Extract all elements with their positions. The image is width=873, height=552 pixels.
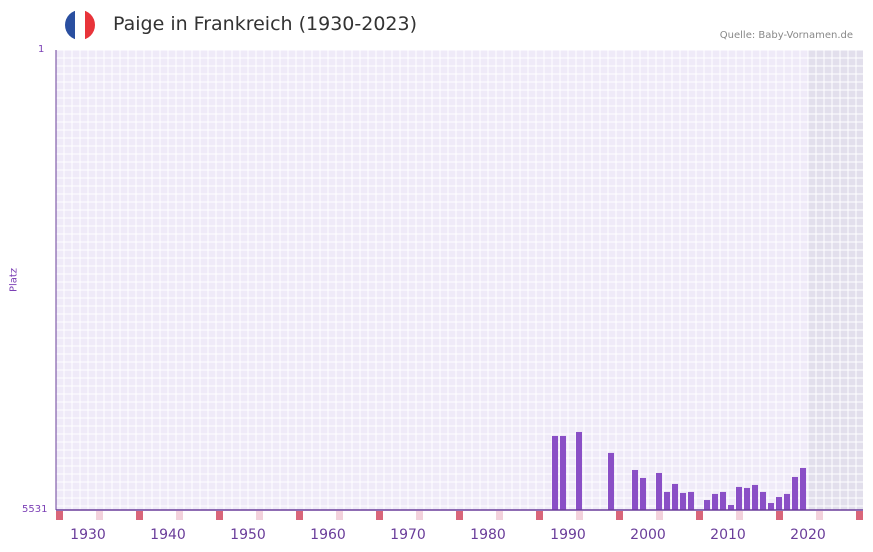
bar-1993 [576,431,582,510]
decade-marker [56,511,63,520]
half-decade-marker [176,511,183,520]
bar-2005 [672,483,678,510]
bar-2003 [656,472,662,510]
x-tick-label: 1930 [70,527,106,543]
bar-2015 [752,484,758,510]
x-tick-label: 2020 [790,527,826,543]
bar-1990 [552,435,558,510]
half-decade-marker [656,511,663,520]
decade-marker [456,511,463,520]
bar-2014 [744,487,750,510]
decade-marker [696,511,703,520]
half-decade-marker [336,511,343,520]
decade-marker [216,511,223,520]
bar-2007 [688,491,694,510]
decade-marker [856,511,863,520]
decade-marker [776,511,783,520]
chart-title: Paige in Frankreich (1930-2023) [113,13,417,35]
bar-2016 [760,491,766,510]
bar-2021 [800,467,806,510]
bar-2006 [680,492,686,510]
flag-blue [65,10,75,40]
decade-marker [616,511,623,520]
half-decade-marker [96,511,103,520]
source-credit: Quelle: Baby-Vornamen.de [719,30,853,41]
france-flag-icon [65,10,95,40]
half-decade-marker [256,511,263,520]
bar-1997 [608,452,614,510]
x-tick-label: 1980 [470,527,506,543]
bar-2012 [728,505,734,510]
bar-2004 [664,491,670,510]
bar-2009 [704,500,710,510]
x-tick-label: 1960 [310,527,346,543]
x-tick-label: 1940 [150,527,186,543]
half-decade-marker [736,511,743,520]
x-tick-label: 1970 [390,527,426,543]
half-decade-marker [416,511,423,520]
plot-background [56,50,863,510]
half-decade-marker [496,511,503,520]
bar-2020 [792,476,798,510]
half-decade-marker [576,511,583,520]
future-shading [808,50,863,510]
y-tick-top: 1 [38,44,45,55]
bar-2018 [776,497,782,510]
flag-white [75,10,85,40]
flag-red [85,10,95,40]
bar-2013 [736,486,742,510]
half-decade-marker [816,511,823,520]
decade-marker [376,511,383,520]
y-tick-bottom: 5531 [22,504,48,515]
decade-marker [536,511,543,520]
bar-1991 [560,435,566,510]
x-tick-label: 2000 [630,527,666,543]
bar-2001 [640,477,646,510]
decade-marker [136,511,143,520]
bar-2011 [720,491,726,510]
x-tick-label: 2010 [710,527,746,543]
bar-2000 [632,469,638,510]
bar-2010 [712,493,718,510]
x-tick-label: 1950 [230,527,266,543]
x-tick-label: 1990 [550,527,586,543]
bar-2019 [784,493,790,510]
bar-2017 [768,503,774,510]
decade-marker [296,511,303,520]
